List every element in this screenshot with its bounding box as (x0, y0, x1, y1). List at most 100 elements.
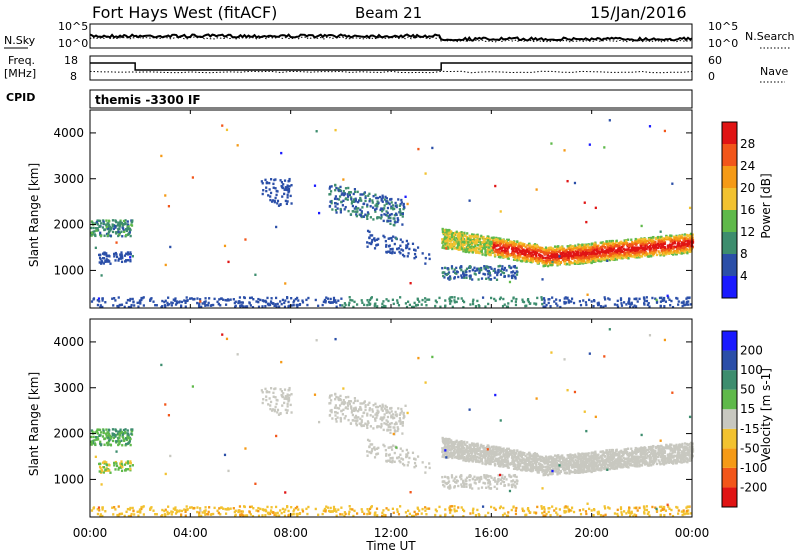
power-cell (516, 259, 519, 262)
power-cell (213, 297, 216, 301)
power-cell (375, 238, 379, 241)
power-cell (481, 245, 485, 248)
power-cell (474, 246, 477, 249)
power-cell (489, 238, 492, 241)
velocity-cell (400, 407, 403, 411)
velocity-cell (287, 396, 291, 400)
power-cell (204, 300, 207, 303)
power-cell (353, 199, 356, 202)
power-cell (469, 274, 472, 277)
power-cell (241, 301, 244, 304)
velocity-cell (402, 416, 405, 420)
power-cell (480, 236, 483, 239)
power-cell (475, 235, 478, 238)
power-cell (684, 243, 688, 246)
velocity-cell (400, 457, 403, 460)
power-cell (500, 249, 503, 252)
power-cell (453, 268, 456, 271)
velocity-cell (377, 425, 380, 428)
velocity-cell (374, 419, 377, 422)
power-cell (498, 247, 501, 251)
power-cell (617, 249, 621, 252)
power-cell (645, 296, 648, 299)
velocity-cell (364, 404, 367, 407)
velocity-cell (344, 406, 348, 409)
velocity-cell (611, 463, 615, 466)
power-cell (487, 249, 490, 252)
power-cell (109, 262, 112, 265)
power-cell (269, 198, 272, 202)
power-cell (585, 303, 588, 307)
power-cell (119, 257, 123, 260)
velocity-cell (661, 462, 664, 465)
power-cell (617, 247, 620, 250)
power-cell (465, 273, 468, 277)
power-cell (520, 242, 523, 245)
power-cell (101, 226, 105, 229)
power-cell (374, 204, 377, 207)
power-cell (121, 235, 124, 238)
power-cell (575, 256, 579, 259)
power-cell (328, 185, 332, 189)
freq-bottom-tick: 8 (70, 70, 77, 83)
power-cell (514, 257, 518, 260)
power-cell (279, 179, 282, 182)
power-cell (502, 268, 506, 271)
velocity-cell (330, 410, 333, 414)
velocity-cell (279, 412, 282, 415)
power-cell (334, 188, 337, 192)
power-cell (477, 235, 480, 238)
velocity-cell (275, 402, 278, 406)
velocity-cell (548, 470, 552, 474)
power-cell (391, 250, 394, 253)
power-cell (474, 269, 477, 273)
velocity-cell (489, 462, 492, 466)
power-cell (129, 253, 132, 256)
power-cell (357, 199, 361, 202)
power-cell (612, 241, 615, 245)
velocity-cell (334, 404, 338, 407)
power-cell (490, 251, 493, 254)
velocity-cell (568, 472, 571, 475)
velocity-cell (492, 449, 495, 452)
power-cell (480, 268, 483, 272)
power-cell (472, 249, 476, 252)
velocity-cell (389, 456, 392, 460)
power-cell (649, 239, 653, 243)
power-cell (360, 210, 363, 213)
velocity-cell (335, 420, 338, 423)
station-title: Fort Hays West (fitACF) (92, 3, 277, 22)
power-cell (590, 261, 593, 265)
power-cell (627, 244, 631, 248)
power-cell (257, 297, 260, 301)
power-cell (488, 278, 491, 281)
power-cell (355, 207, 358, 210)
velocity-cell (675, 457, 679, 460)
velocity-cell (102, 471, 105, 474)
power-cell (541, 256, 545, 259)
power-cell (354, 205, 358, 209)
power-cell (532, 250, 535, 253)
power-cell (615, 251, 618, 254)
power-cell (651, 240, 654, 243)
power-cell (536, 245, 539, 248)
power-cell (652, 254, 655, 257)
power-cell (570, 248, 573, 251)
power-cell (448, 229, 451, 232)
power-cell (113, 252, 116, 256)
power-cell (588, 260, 592, 263)
power-cell (519, 245, 523, 248)
power-cell (503, 266, 507, 270)
velocity-cell (375, 411, 378, 415)
power-cell (292, 304, 295, 307)
velocity-cell (120, 460, 123, 463)
power-cell (115, 253, 118, 256)
power-cell (661, 298, 664, 301)
power-cell (608, 249, 612, 252)
power-cell (441, 246, 444, 249)
colorbar-swatch (722, 254, 737, 276)
velocity-cell (580, 462, 583, 465)
power-cell (499, 243, 502, 246)
power-cell (483, 240, 487, 244)
power-cell (462, 273, 466, 277)
